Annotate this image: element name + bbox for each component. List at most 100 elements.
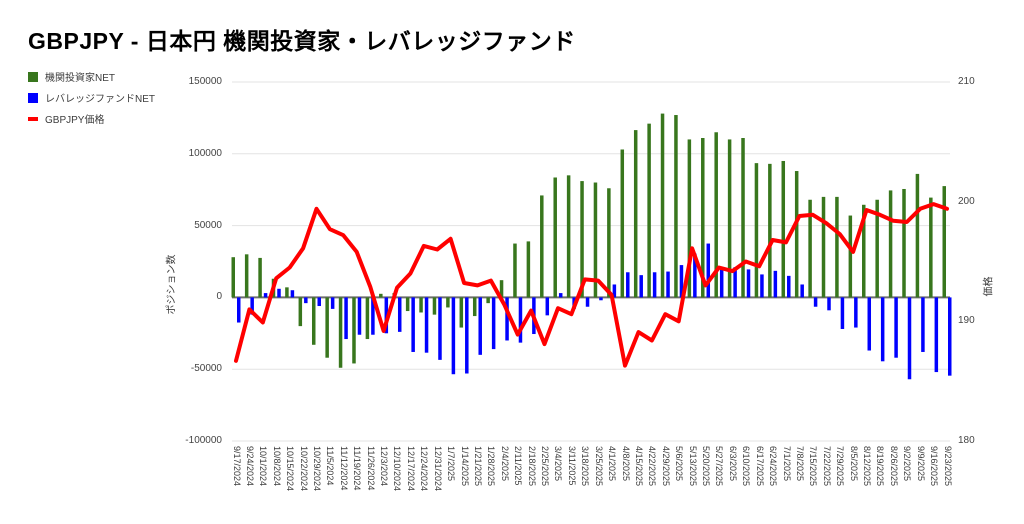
- bar-leveraged-net[interactable]: [787, 275, 791, 298]
- bar-leveraged-net[interactable]: [344, 297, 348, 340]
- bar-institutional-net[interactable]: [848, 215, 853, 298]
- bar-institutional-net[interactable]: [875, 199, 879, 298]
- bar-institutional-net[interactable]: [513, 243, 517, 298]
- bar-institutional-net[interactable]: [915, 173, 920, 298]
- bar-leveraged-net[interactable]: [813, 297, 818, 307]
- bar-institutional-net[interactable]: [432, 297, 437, 315]
- bar-leveraged-net[interactable]: [652, 272, 657, 298]
- bar-institutional-net[interactable]: [902, 188, 906, 298]
- bar-leveraged-net[interactable]: [666, 271, 670, 298]
- bar-leveraged-net[interactable]: [505, 297, 509, 341]
- bar-institutional-net[interactable]: [580, 181, 584, 298]
- bar-institutional-net[interactable]: [620, 149, 625, 298]
- bar-leveraged-net[interactable]: [518, 297, 523, 343]
- bar-leveraged-net[interactable]: [585, 297, 590, 307]
- bar-leveraged-net[interactable]: [397, 297, 402, 332]
- bar-leveraged-net[interactable]: [867, 297, 872, 351]
- bar-institutional-net[interactable]: [727, 139, 732, 298]
- bar-leveraged-net[interactable]: [827, 297, 831, 311]
- bar-leveraged-net[interactable]: [371, 297, 375, 335]
- bar-institutional-net[interactable]: [258, 257, 262, 298]
- bar-leveraged-net[interactable]: [558, 293, 563, 298]
- bar-leveraged-net[interactable]: [491, 297, 496, 350]
- bar-leveraged-net[interactable]: [465, 297, 469, 374]
- bar-institutional-net[interactable]: [674, 115, 678, 298]
- bar-institutional-net[interactable]: [526, 241, 531, 298]
- bar-leveraged-net[interactable]: [626, 272, 630, 298]
- gbpjpy-price-line[interactable]: [234, 202, 949, 368]
- bar-leveraged-net[interactable]: [921, 297, 925, 352]
- bar-leveraged-net[interactable]: [894, 297, 898, 358]
- bar-institutional-net[interactable]: [325, 297, 329, 358]
- bar-leveraged-net[interactable]: [263, 293, 268, 298]
- bar-institutional-net[interactable]: [781, 160, 786, 298]
- bar-institutional-net[interactable]: [929, 197, 933, 298]
- bar-institutional-net[interactable]: [338, 297, 343, 368]
- bar-institutional-net[interactable]: [862, 204, 866, 298]
- bar-leveraged-net[interactable]: [639, 275, 643, 298]
- bar-institutional-net[interactable]: [553, 177, 557, 298]
- bar-institutional-net[interactable]: [244, 254, 249, 298]
- legend-item-institutional[interactable]: 機関投資家NET: [28, 66, 155, 87]
- bar-institutional-net[interactable]: [687, 139, 692, 298]
- bar-institutional-net[interactable]: [714, 132, 718, 298]
- bar-leveraged-net[interactable]: [719, 269, 724, 298]
- bar-leveraged-net[interactable]: [250, 297, 254, 315]
- bar-leveraged-net[interactable]: [746, 269, 751, 298]
- bar-institutional-net[interactable]: [540, 195, 544, 298]
- bar-institutional-net[interactable]: [365, 297, 370, 340]
- bar-leveraged-net[interactable]: [907, 297, 912, 380]
- bar-institutional-net[interactable]: [405, 297, 410, 312]
- bar-leveraged-net[interactable]: [451, 297, 456, 375]
- bar-institutional-net[interactable]: [379, 293, 383, 298]
- bar-leveraged-net[interactable]: [800, 284, 804, 298]
- bar-institutional-net[interactable]: [566, 175, 571, 298]
- bar-leveraged-net[interactable]: [330, 297, 335, 309]
- bar-leveraged-net[interactable]: [693, 253, 697, 298]
- legend-item-leveraged[interactable]: レバレッジファンドNET: [28, 87, 155, 108]
- bar-leveraged-net[interactable]: [384, 297, 389, 334]
- bar-institutional-net[interactable]: [660, 113, 665, 298]
- bar-leveraged-net[interactable]: [840, 297, 845, 329]
- bar-leveraged-net[interactable]: [773, 270, 778, 298]
- bar-institutional-net[interactable]: [633, 130, 638, 298]
- bar-institutional-net[interactable]: [835, 196, 839, 298]
- bar-leveraged-net[interactable]: [424, 297, 429, 353]
- bar-institutional-net[interactable]: [741, 138, 745, 298]
- bar-institutional-net[interactable]: [647, 123, 651, 298]
- bar-institutional-net[interactable]: [808, 199, 812, 298]
- bar-institutional-net[interactable]: [446, 297, 450, 308]
- bar-leveraged-net[interactable]: [357, 297, 362, 335]
- bar-leveraged-net[interactable]: [706, 243, 711, 298]
- bar-leveraged-net[interactable]: [880, 297, 885, 362]
- bar-leveraged-net[interactable]: [438, 297, 442, 360]
- bar-institutional-net[interactable]: [298, 297, 303, 327]
- bar-leveraged-net[interactable]: [854, 297, 858, 328]
- bar-institutional-net[interactable]: [821, 196, 826, 298]
- bar-institutional-net[interactable]: [352, 297, 356, 364]
- bar-leveraged-net[interactable]: [478, 297, 482, 355]
- bar-institutional-net[interactable]: [459, 297, 464, 328]
- bar-leveraged-net[interactable]: [612, 284, 617, 298]
- bar-institutional-net[interactable]: [231, 257, 236, 298]
- bar-leveraged-net[interactable]: [679, 265, 684, 298]
- legend-item-price[interactable]: GBPJPY価格: [28, 108, 155, 129]
- bar-leveraged-net[interactable]: [277, 288, 281, 298]
- bar-institutional-net[interactable]: [419, 297, 423, 313]
- bar-leveraged-net[interactable]: [733, 267, 737, 298]
- bar-leveraged-net[interactable]: [599, 297, 603, 301]
- bar-leveraged-net[interactable]: [290, 290, 295, 298]
- bar-leveraged-net[interactable]: [545, 297, 550, 316]
- bar-leveraged-net[interactable]: [934, 297, 939, 373]
- bar-institutional-net[interactable]: [285, 287, 289, 298]
- bar-institutional-net[interactable]: [593, 182, 598, 298]
- bar-institutional-net[interactable]: [754, 163, 759, 298]
- bar-leveraged-net[interactable]: [237, 297, 241, 323]
- bar-institutional-net[interactable]: [499, 280, 504, 298]
- bar-institutional-net[interactable]: [768, 163, 772, 298]
- bar-leveraged-net[interactable]: [317, 297, 321, 307]
- bar-institutional-net[interactable]: [486, 297, 490, 304]
- bar-leveraged-net[interactable]: [760, 274, 764, 298]
- bar-institutional-net[interactable]: [311, 297, 316, 345]
- bar-institutional-net[interactable]: [701, 138, 705, 298]
